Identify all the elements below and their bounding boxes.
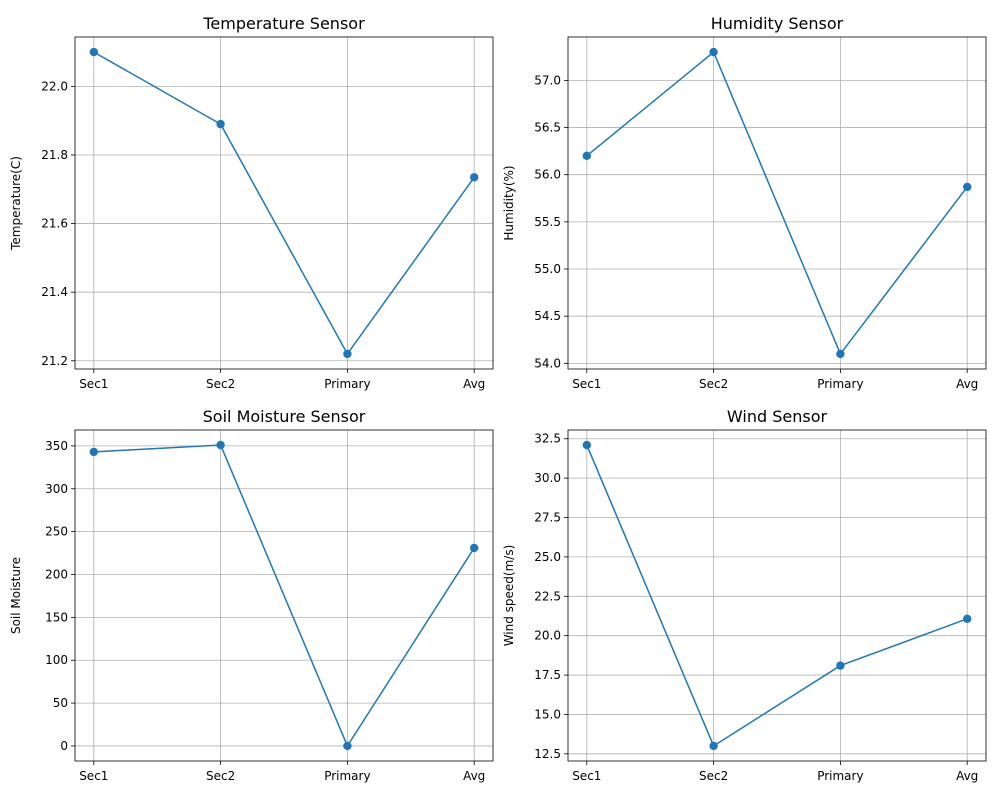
data-point-sec2 [216, 440, 225, 450]
data-point-primary [343, 741, 352, 751]
data-point-avg [469, 173, 479, 182]
x-tick-label: Avg [956, 769, 978, 783]
y-tick-label: 12.5 [534, 747, 561, 761]
x-tick-label: Avg [463, 377, 485, 391]
x-tick-label: Sec1 [572, 377, 601, 391]
y-tick-label: 32.5 [534, 432, 561, 446]
y-tick-label: 350 [45, 439, 68, 453]
y-tick-label: 21.8 [41, 148, 68, 162]
x-tick-label: Sec2 [699, 377, 728, 391]
x-tick-label: Primary [817, 377, 863, 391]
y-tick-label: 25.0 [534, 550, 561, 564]
y-tick-label: 0 [60, 739, 68, 753]
y-tick-label: 55.5 [534, 215, 561, 229]
x-tick-label: Avg [956, 377, 978, 391]
y-tick-label: 56.0 [534, 168, 561, 182]
y-tick-label: 56.5 [534, 121, 561, 135]
series-line [586, 444, 968, 748]
data-point-sec1 [582, 440, 592, 450]
axes-frame [567, 36, 987, 370]
chart-title: Wind Sensor [727, 407, 828, 426]
y-tick-label: 21.4 [41, 285, 68, 299]
data-point-sec2 [709, 47, 718, 57]
chart-title: Temperature Sensor [202, 14, 365, 33]
x-tick-label: Primary [324, 769, 370, 783]
data-point-sec1 [89, 447, 99, 457]
x-tick-label: Primary [324, 377, 370, 391]
x-tick-label: Sec2 [699, 769, 728, 783]
y-tick-label: 30.0 [534, 471, 561, 485]
data-point-sec1 [89, 47, 99, 57]
y-tick-label: 54.0 [534, 356, 561, 370]
chart-title: Humidity Sensor [711, 14, 844, 33]
y-tick-label: 15.0 [534, 707, 561, 721]
y-axis-label: Soil Moisture [9, 557, 23, 634]
y-tick-label: 22.5 [534, 589, 561, 603]
data-point-primary [836, 349, 845, 359]
x-tick-label: Avg [463, 769, 485, 783]
chart-soil-moisture-sensor: Sec1 Sec2 Primary Avg 0 50 100 150 200 250 300 350 S… [9, 407, 494, 783]
y-tick-label: 17.5 [534, 668, 561, 682]
y-axis-label: Humidity(%) [502, 165, 516, 240]
x-tick-label: Primary [817, 769, 863, 783]
chart-title: Soil Moisture Sensor [203, 407, 366, 426]
y-tick-label: 57.0 [534, 73, 561, 87]
y-tick-label: 150 [45, 610, 68, 624]
x-tick-label: Sec1 [79, 769, 108, 783]
axes-frame [567, 429, 987, 762]
x-tick-label: Sec2 [206, 769, 235, 783]
data-point-primary [343, 349, 352, 359]
data-point-avg [962, 182, 972, 192]
y-tick-label: 21.2 [41, 354, 68, 368]
y-tick-label: 250 [45, 525, 68, 539]
data-point-avg [469, 543, 479, 553]
y-tick-label: 22.0 [41, 79, 68, 93]
y-tick-label: 50 [53, 696, 68, 710]
data-point-sec1 [582, 151, 592, 161]
y-tick-label: 21.6 [41, 217, 68, 231]
series-line [586, 50, 968, 356]
y-tick-label: 27.5 [534, 511, 561, 525]
data-point-sec2 [709, 741, 718, 751]
x-tick-label: Sec1 [79, 377, 108, 391]
y-tick-label: 54.5 [534, 309, 561, 323]
data-point-primary [836, 661, 845, 670]
axes-frame [74, 429, 494, 762]
y-axis-label: Temperature(C) [9, 156, 23, 251]
data-point-sec2 [216, 119, 225, 129]
x-tick-label: Sec1 [572, 769, 601, 783]
y-axis-label: Wind speed(m/s) [502, 545, 516, 647]
y-tick-label: 300 [45, 482, 68, 496]
chart-wind-sensor: Sec1 Sec2 Primary Avg 12.5 15.0 17.5 20.0 22.5 25… [502, 407, 987, 783]
x-tick-label: Sec2 [206, 377, 235, 391]
y-tick-label: 55.0 [534, 262, 561, 276]
y-tick-label: 100 [45, 653, 68, 667]
series-line [93, 51, 475, 356]
series-line [93, 444, 475, 748]
y-tick-label: 20.0 [534, 629, 561, 643]
data-point-avg [962, 614, 972, 624]
chart-humidity-sensor: Sec1 Sec2 Primary Avg 54.0 54.5 55.0 55.5 56.0 56… [502, 14, 987, 391]
chart-temperature-sensor: Sec1 Sec2 Primary Avg 21.2 21.4 21.6 21.8 22.0 Te… [9, 14, 494, 391]
y-tick-label: 200 [45, 567, 68, 581]
axes-frame [74, 36, 494, 370]
